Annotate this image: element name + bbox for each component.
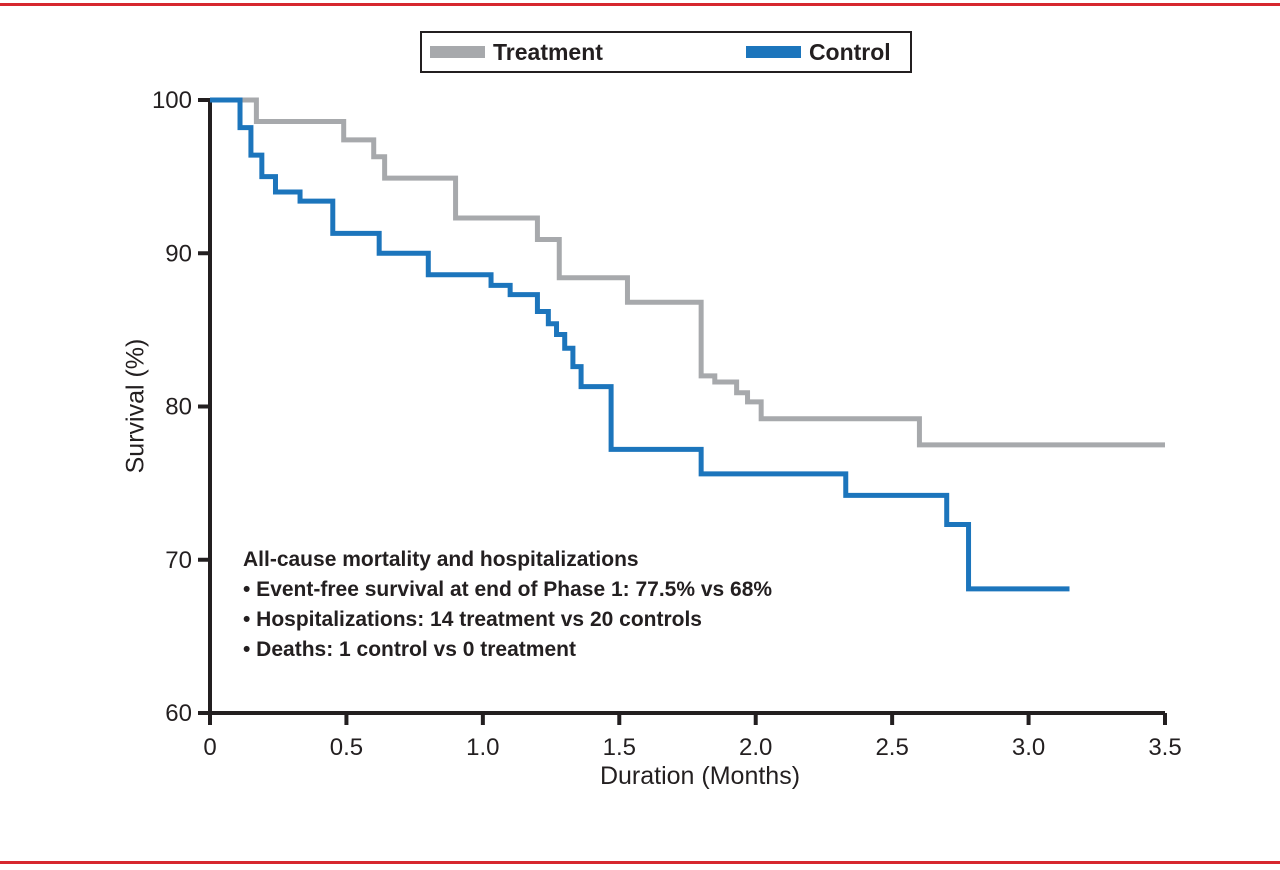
legend-label-control: Control	[808, 38, 891, 65]
y-tick-label: 80	[165, 394, 192, 421]
top-border-line	[0, 3, 1280, 6]
x-tick-label: 2.5	[875, 734, 908, 761]
series-curve-treatment	[210, 97, 1165, 448]
x-tick-label: 2.0	[739, 734, 772, 761]
bottom-border-line	[0, 861, 1280, 864]
x-tick-label: 1.0	[466, 734, 499, 761]
x-tick-label: 0	[203, 734, 216, 761]
x-tick-label: 3.5	[1148, 734, 1181, 761]
control-color-swatch	[745, 46, 801, 58]
annotation-title: All-cause mortality and hospitalizations	[243, 548, 639, 571]
annotation-line: • Event-free survival at end of Phase 1:…	[243, 578, 773, 601]
annotation-line: • Deaths: 1 control vs 0 treatment	[243, 638, 576, 661]
y-tick-label: 60	[165, 700, 192, 727]
legend: Treatment Control	[420, 31, 912, 73]
y-tick-label: 100	[152, 87, 192, 114]
treatment-color-swatch	[430, 46, 485, 58]
annotation-line: • Hospitalizations: 14 treatment vs 20 c…	[243, 608, 702, 631]
x-tick-label: 3.0	[1012, 734, 1045, 761]
legend-label-treatment: Treatment	[493, 38, 603, 65]
series-curve-control	[210, 97, 1070, 592]
legend-item-treatment: Treatment	[430, 39, 603, 66]
y-axis-label: Survival (%)	[121, 338, 150, 474]
x-axis-label: Duration (Months)	[599, 762, 801, 790]
annotation-block: All-cause mortality and hospitalizations…	[243, 545, 772, 665]
y-tick-label: 90	[165, 240, 192, 267]
legend-item-control: Control	[745, 38, 891, 66]
y-tick-label: 70	[165, 547, 192, 574]
x-tick-label: 0.5	[330, 734, 363, 761]
x-tick-label: 1.5	[603, 734, 636, 761]
